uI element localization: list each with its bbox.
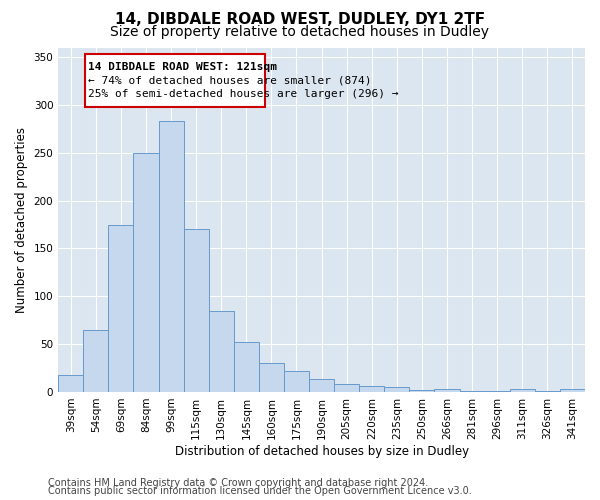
Bar [485,391,510,392]
Bar [83,330,109,392]
Bar [309,378,334,392]
Bar [58,374,83,392]
FancyBboxPatch shape [85,54,265,107]
Text: 25% of semi-detached houses are larger (296) →: 25% of semi-detached houses are larger (… [88,88,399,99]
Text: Contains HM Land Registry data © Crown copyright and database right 2024.: Contains HM Land Registry data © Crown c… [48,478,428,488]
Bar [133,153,158,392]
Bar [409,390,434,392]
X-axis label: Distribution of detached houses by size in Dudley: Distribution of detached houses by size … [175,444,469,458]
Bar [158,121,184,392]
Text: 14 DIBDALE ROAD WEST: 121sqm: 14 DIBDALE ROAD WEST: 121sqm [88,62,277,72]
Text: 14, DIBDALE ROAD WEST, DUDLEY, DY1 2TF: 14, DIBDALE ROAD WEST, DUDLEY, DY1 2TF [115,12,485,28]
Bar [460,391,485,392]
Bar [259,364,284,392]
Bar [560,389,585,392]
Bar [109,224,133,392]
Text: ← 74% of detached houses are smaller (874): ← 74% of detached houses are smaller (87… [88,75,372,85]
Bar [385,387,409,392]
Bar [334,384,359,392]
Bar [510,389,535,392]
Bar [284,371,309,392]
Bar [359,386,385,392]
Bar [184,230,209,392]
Y-axis label: Number of detached properties: Number of detached properties [15,126,28,312]
Text: Size of property relative to detached houses in Dudley: Size of property relative to detached ho… [110,25,490,39]
Bar [209,310,234,392]
Bar [535,391,560,392]
Text: Contains public sector information licensed under the Open Government Licence v3: Contains public sector information licen… [48,486,472,496]
Bar [234,342,259,392]
Bar [434,389,460,392]
